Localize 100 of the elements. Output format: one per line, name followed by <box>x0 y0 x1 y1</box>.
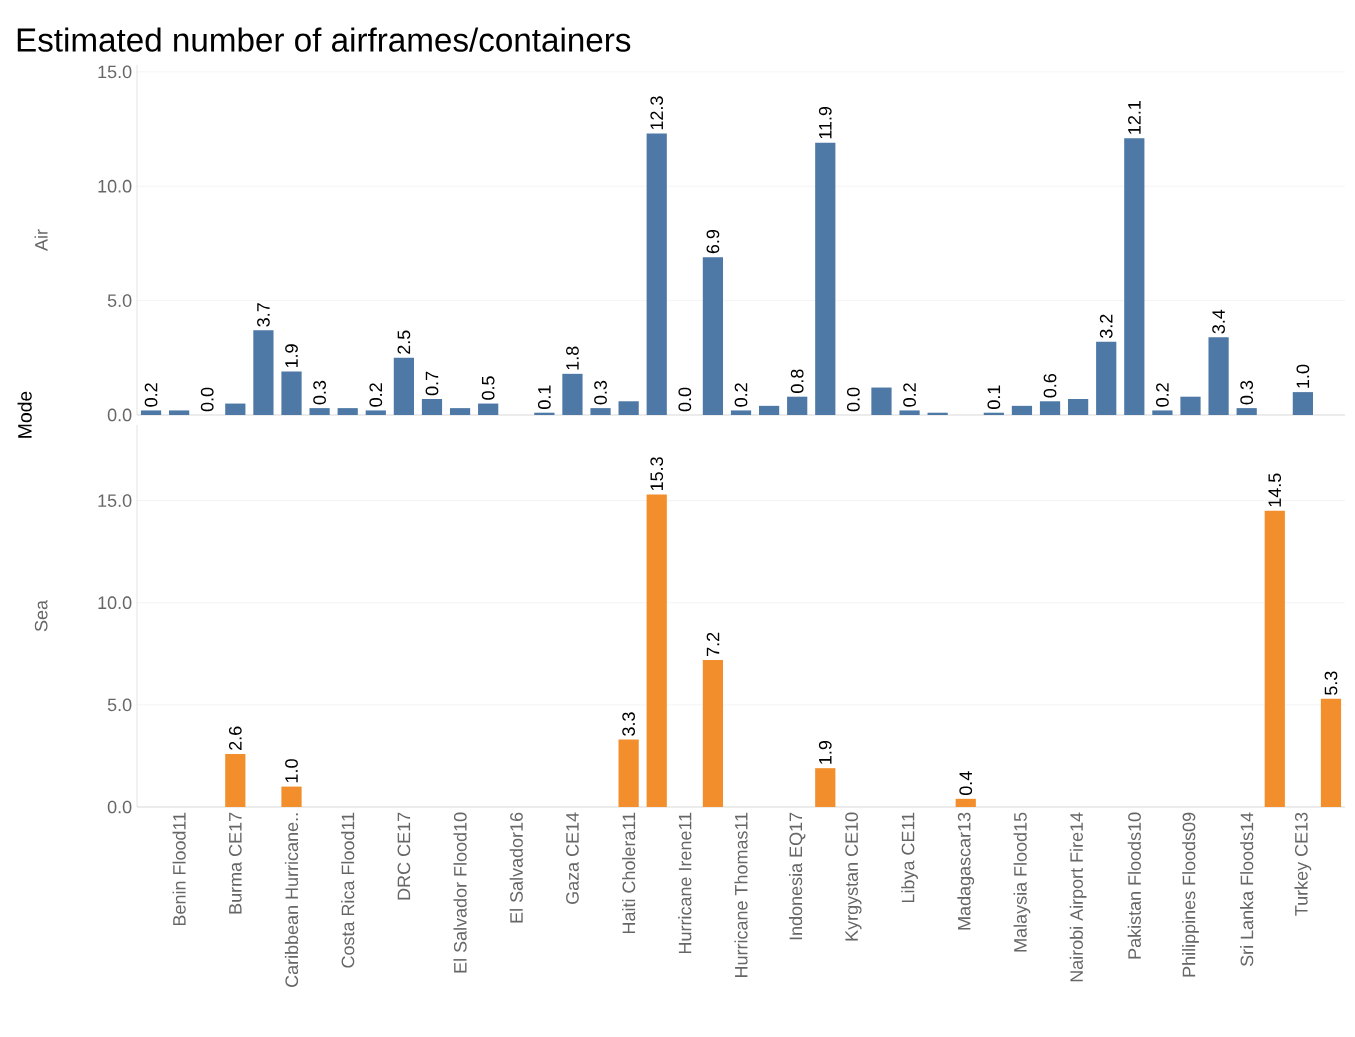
x-tick-label: El Salvador Flood10 <box>453 812 467 973</box>
y-axis-title: Sea <box>34 600 48 632</box>
bar <box>871 387 892 415</box>
x-tick-label: Hurricane Irene11 <box>678 812 692 954</box>
x-tick-label: Gaza CE14 <box>566 812 579 904</box>
x-tick-label: Haiti Cholera11 <box>622 812 636 934</box>
data-label: 0.2 <box>369 383 383 407</box>
x-tick-label: Kyrgystan CE10 <box>845 812 862 941</box>
bar <box>1264 510 1285 807</box>
bar <box>1236 408 1257 415</box>
data-label: 1.0 <box>285 759 298 783</box>
x-tick-label: Malaysia Flood15 <box>1013 812 1031 952</box>
bar <box>1011 405 1033 415</box>
x-tick-label: Sri Lanka Floods14 <box>1240 812 1254 967</box>
data-label: 0.0 <box>200 387 214 412</box>
data-label: 12.1 <box>1128 101 1141 134</box>
data-label: 0.4 <box>959 771 973 796</box>
bar <box>281 371 302 415</box>
bar <box>646 133 667 415</box>
bar <box>421 398 443 415</box>
x-tick-label: DRC CE17 <box>397 812 411 900</box>
bar <box>646 494 667 807</box>
bar <box>1124 138 1145 415</box>
bar <box>309 408 330 415</box>
data-label: 5.3 <box>1324 671 1338 695</box>
x-tick-label: Caribbean Hurricane.. <box>284 813 299 987</box>
x-tick-label: Libya CE11 <box>901 812 918 903</box>
y-tick-label: 5.0 <box>107 698 132 712</box>
bar <box>618 739 639 807</box>
bar <box>1208 337 1229 415</box>
data-label: 1.9 <box>285 344 298 368</box>
x-tick-label: Nairobi Airport Fire14 <box>1069 812 1087 982</box>
x-tick-label: Costa Rica Flood11 <box>341 812 355 968</box>
y-tick-label: 10.0 <box>98 179 132 193</box>
data-label: 0.2 <box>144 383 158 407</box>
data-label: 0.3 <box>1240 380 1254 405</box>
y-tick-label: 15.0 <box>98 65 132 79</box>
y-tick-label: 10.0 <box>98 596 132 610</box>
bar <box>787 396 808 415</box>
bar <box>590 408 611 415</box>
data-label: 3.4 <box>1212 309 1225 334</box>
x-tick-label: Madagascar13 <box>957 812 975 930</box>
data-label: 12.3 <box>650 96 664 130</box>
data-label: 0.2 <box>1156 383 1169 407</box>
bar <box>1152 410 1173 415</box>
data-label: 7.2 <box>706 632 720 656</box>
bar <box>337 408 358 415</box>
data-label: 1.0 <box>1296 364 1310 388</box>
data-label: 0.1 <box>987 385 1001 409</box>
bar <box>140 410 162 415</box>
bar <box>1096 341 1117 415</box>
data-label: 3.2 <box>1099 314 1113 339</box>
bar <box>1039 401 1061 415</box>
bar <box>815 142 836 415</box>
bar <box>758 405 780 415</box>
data-label: 0.0 <box>847 387 860 412</box>
data-label: 1.9 <box>818 740 832 764</box>
data-label: 15.3 <box>650 457 664 491</box>
data-label: 3.7 <box>257 303 270 327</box>
bar <box>1292 392 1313 415</box>
data-label: 6.9 <box>706 229 720 254</box>
data-label: 0.8 <box>790 369 804 393</box>
bar <box>618 401 639 415</box>
x-tick-label: El Salvador16 <box>509 812 523 923</box>
bar <box>225 753 246 807</box>
data-label: 11.9 <box>818 106 832 139</box>
data-label: 2.5 <box>397 330 411 354</box>
data-label: 0.0 <box>678 387 692 412</box>
bar <box>730 410 752 415</box>
data-label: 0.6 <box>1043 374 1057 398</box>
data-label: 0.3 <box>594 380 607 405</box>
x-tick-label: Philippines Floods09 <box>1182 812 1199 977</box>
y-tick-label: 0.0 <box>107 800 132 814</box>
bar <box>1068 398 1089 415</box>
data-label: 0.3 <box>313 380 326 405</box>
x-tick-label: Pakistan Floods10 <box>1127 812 1141 959</box>
bar <box>899 410 920 415</box>
data-label: 1.8 <box>566 346 579 370</box>
data-label: 0.7 <box>425 371 439 396</box>
x-tick-label: Benin Flood11 <box>172 812 186 926</box>
y-tick-label: 5.0 <box>107 294 132 307</box>
bar <box>815 768 836 807</box>
bar <box>702 659 724 807</box>
x-tick-label: Burma CE17 <box>228 812 242 914</box>
bar <box>449 408 471 415</box>
y-tick-label: 0.0 <box>107 408 132 422</box>
y-tick-label: 15.0 <box>98 494 132 507</box>
bar <box>702 257 724 415</box>
data-label: 0.5 <box>481 376 495 400</box>
bar <box>253 330 274 415</box>
bar <box>169 410 190 415</box>
bar <box>562 373 583 415</box>
bar <box>225 403 246 415</box>
data-label: 3.3 <box>622 712 635 736</box>
bar <box>393 357 414 415</box>
x-tick-label: Turkey CE13 <box>1294 812 1312 916</box>
chart-title: Estimated number of airframes/containers <box>17 27 631 52</box>
data-label: 0.2 <box>903 383 916 407</box>
bar <box>281 786 302 807</box>
bar <box>955 798 976 807</box>
